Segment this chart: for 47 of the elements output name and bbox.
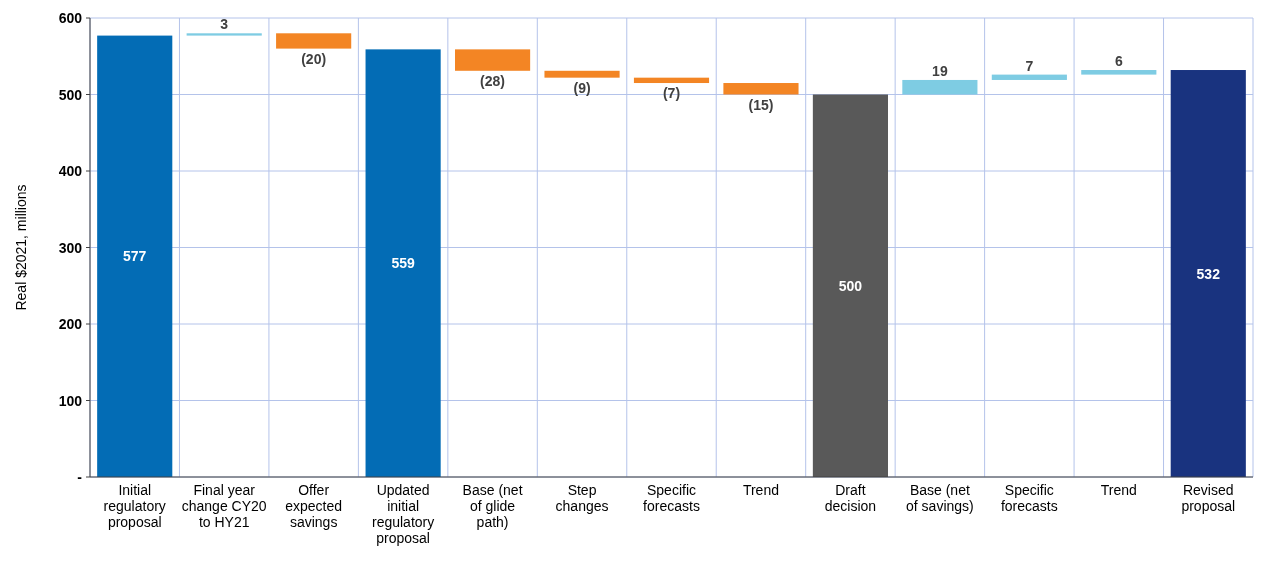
data-label: 559 [391, 255, 416, 272]
data-label: 577 [123, 248, 147, 265]
y-tick-label: 600 [58, 10, 83, 26]
bar [991, 74, 1067, 80]
x-tick-label: Base (net of glide path) [462, 482, 523, 530]
bar [633, 77, 710, 84]
bar [902, 79, 978, 95]
y-tick-label: 500 [58, 86, 83, 103]
x-tick-label: Base (net of savings) [906, 482, 974, 514]
y-tick-label: 300 [58, 239, 83, 256]
y-tick-label: 400 [58, 163, 83, 179]
y-axis-title: Real $2021, millions [13, 184, 29, 311]
data-label: (28) [480, 72, 506, 89]
bar [1081, 70, 1157, 75]
x-tick-label: Trend [742, 482, 779, 498]
data-label: 6 [1114, 53, 1123, 70]
x-tick-label: Revised proposal [1181, 482, 1236, 514]
bar [1170, 70, 1246, 477]
bar [186, 33, 262, 36]
data-label: 500 [838, 277, 863, 294]
x-tick-label: Updated initial regulatory proposal [371, 482, 435, 546]
data-label: 19 [932, 62, 948, 79]
x-tick-label: Draft decision [824, 482, 877, 514]
x-tick-label: Step changes [555, 482, 609, 514]
data-label: 7 [1025, 57, 1034, 74]
data-label: (15) [748, 96, 774, 113]
x-tick-label: Offer expected savings [285, 482, 343, 530]
bar [544, 70, 620, 78]
bar [97, 35, 173, 477]
bar [365, 49, 441, 477]
data-label: (9) [573, 79, 591, 96]
data-label: 3 [220, 16, 229, 33]
y-tick-label: - [77, 469, 83, 485]
y-tick-label: 100 [58, 392, 83, 409]
y-tick-label: 200 [58, 316, 83, 332]
bar [723, 83, 799, 95]
bar [276, 33, 352, 49]
bar [812, 94, 888, 477]
bar [455, 49, 531, 71]
x-tick-label: Trend [1100, 482, 1137, 498]
data-label: 532 [1196, 265, 1221, 282]
data-label: (7) [662, 85, 681, 102]
x-tick-label: Initial regulatory proposal [103, 482, 166, 530]
x-tick-label: Specific forecasts [643, 482, 700, 514]
x-tick-label: Specific forecasts [1000, 482, 1058, 514]
data-label: (20) [301, 50, 327, 67]
x-tick-label: Final year change CY20 to HY21 [181, 482, 267, 530]
